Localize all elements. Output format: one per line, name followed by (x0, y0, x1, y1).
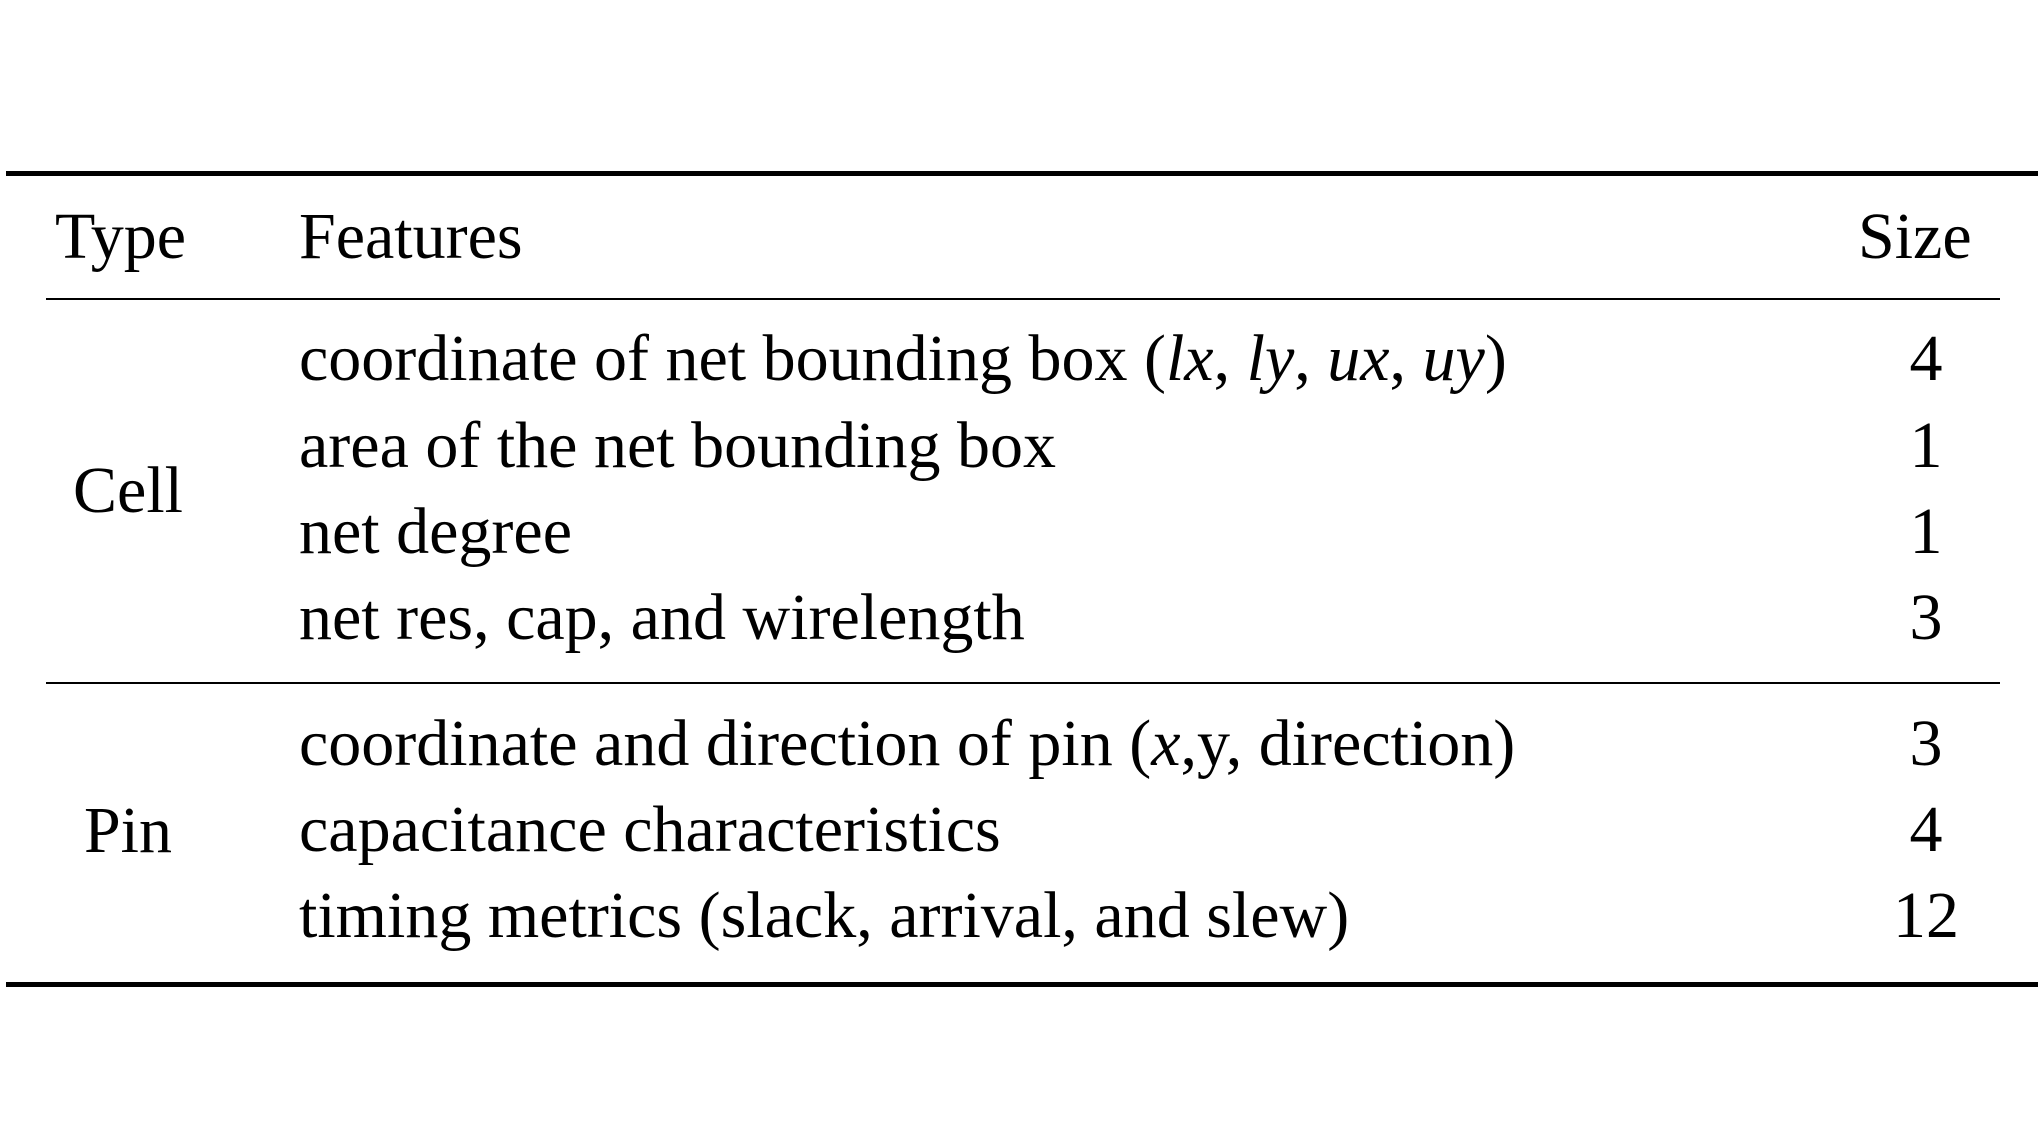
feature-capacitance: capacitance characteristics (299, 793, 1001, 866)
size-value: 3 (1909, 581, 1943, 654)
feature-pin-coordinate-direction: coordinate and direction of pin (x,y, di… (299, 711, 1515, 777)
feature-text: coordinate and direction of pin ( (299, 707, 1152, 780)
feature-text: ,y, direction) (1180, 707, 1516, 780)
feature-net-res-cap-wirelength: net res, cap, and wirelength (299, 581, 1025, 654)
size-value: 4 (1909, 322, 1943, 395)
header-type: Type (55, 200, 187, 273)
table-top-rule (6, 171, 2038, 176)
math-x: x (1151, 707, 1181, 780)
header-size: Size (1858, 200, 1972, 273)
size-value: 12 (1893, 879, 1959, 952)
size-value: 1 (1909, 409, 1943, 482)
feature-text: ) (1484, 322, 1507, 395)
feature-net-bbox-area: area of the net bounding box (299, 409, 1056, 482)
size-value: 4 (1909, 793, 1943, 866)
math-lx: lx (1165, 322, 1214, 395)
math-uy: uy (1422, 322, 1485, 395)
feature-net-bbox-coordinate: coordinate of net bounding box (lx, ly, … (299, 326, 1507, 392)
size-value: 3 (1909, 707, 1943, 780)
math-ly: ly (1246, 322, 1295, 395)
group-label-pin: Pin (83, 794, 173, 867)
feature-net-degree: net degree (299, 495, 572, 568)
size-value: 1 (1909, 495, 1943, 568)
group-divider-rule (46, 682, 2000, 684)
table-bottom-rule (6, 982, 2038, 987)
header-rule (46, 298, 2000, 300)
separator: , (1213, 322, 1247, 395)
feature-timing-metrics: timing metrics (slack, arrival, and slew… (299, 879, 1350, 952)
group-label-cell: Cell (73, 454, 183, 527)
separator: , (1389, 322, 1423, 395)
feature-text: coordinate of net bounding box ( (299, 322, 1166, 395)
math-ux: ux (1327, 322, 1390, 395)
separator: , (1294, 322, 1328, 395)
header-features: Features (299, 200, 523, 273)
